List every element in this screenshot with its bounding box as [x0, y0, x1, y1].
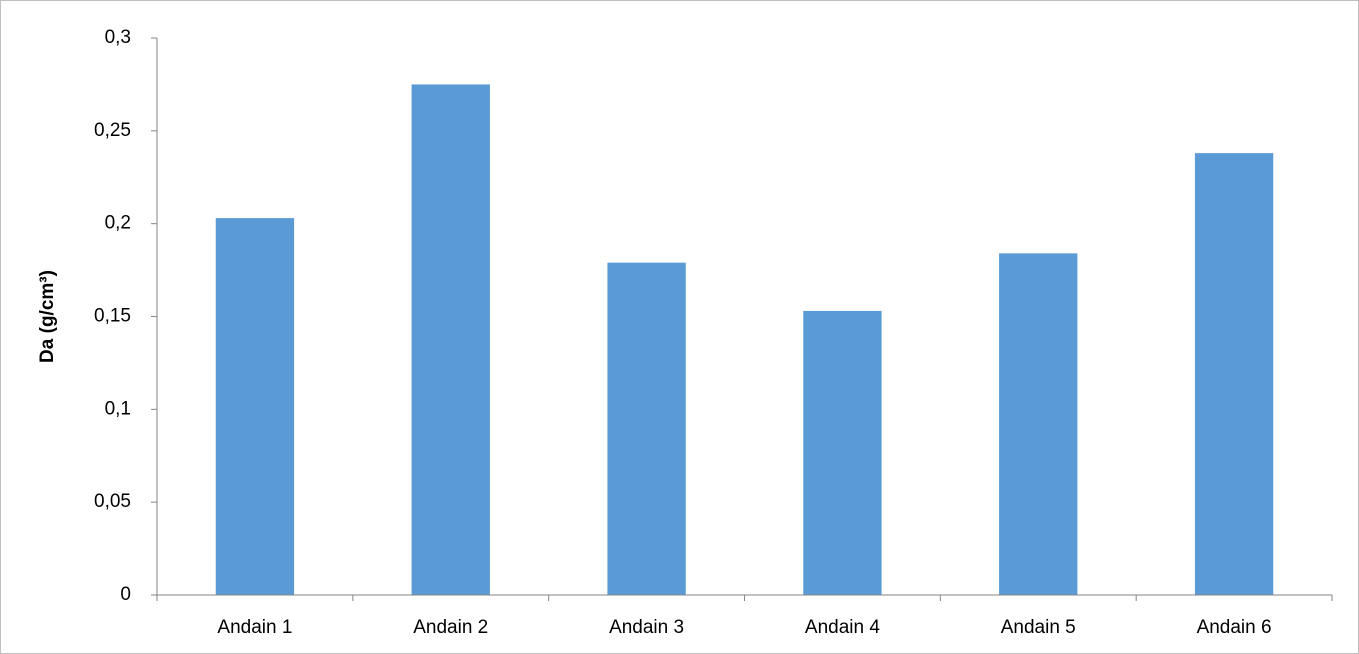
y-axis-title: Da (g/cm³): [37, 270, 58, 363]
y-ticks-layer: 0 0,05 0,1 0,15 0,2 0,25 0,3: [94, 27, 157, 605]
bar-4: [803, 310, 882, 595]
x-tick-label: Andain 2: [413, 617, 488, 638]
bar-6: [1194, 153, 1274, 595]
y-tick-label: 0,1: [105, 398, 131, 419]
bar-1: [215, 218, 295, 595]
y-tick-label: 0,05: [94, 491, 131, 512]
x-tick-label: Andain 4: [805, 617, 880, 638]
bar-2: [411, 84, 490, 596]
bars-layer: [215, 84, 1274, 596]
x-tick-label: Andain 5: [1001, 617, 1076, 638]
bar-3: [607, 262, 686, 595]
y-tick-label: 0,15: [94, 306, 131, 327]
x-tick-label: Andain 3: [609, 617, 684, 638]
y-tick-label: 0,25: [94, 120, 131, 141]
y-axis-title-group: Da (g/cm³): [37, 270, 58, 363]
x-tick-label: Andain 1: [217, 617, 292, 638]
bar-5: [999, 253, 1078, 595]
x-labels-layer: Andain 1 Andain 2 Andain 3 Andain 4 Andain 5…: [156, 595, 1333, 638]
y-tick-label: 0,3: [105, 27, 131, 48]
y-tick-label: 0,2: [105, 213, 131, 234]
axes-layer: [156, 38, 1332, 596]
y-tick-label: 0: [120, 584, 131, 605]
x-tick-label: Andain 6: [1197, 617, 1272, 638]
